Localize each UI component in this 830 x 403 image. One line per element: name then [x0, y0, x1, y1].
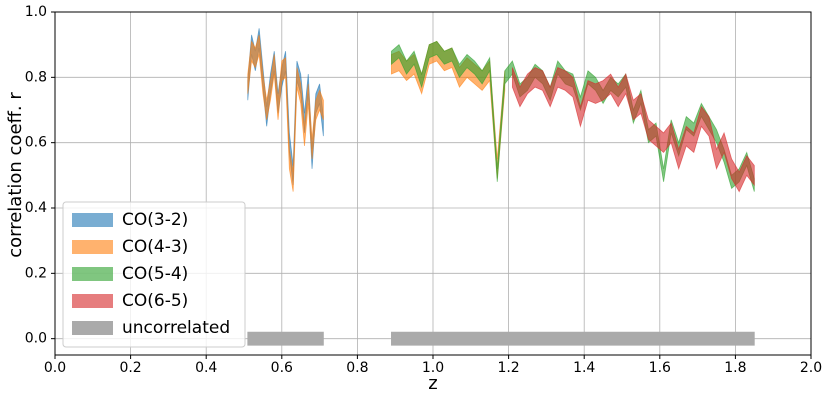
x-tick-label: 0.8: [346, 360, 368, 376]
y-tick-label: 1.0: [25, 4, 47, 20]
x-tick-label: 1.0: [422, 360, 444, 376]
legend-label: CO(6-5): [122, 291, 188, 311]
legend: CO(3-2) CO(4-3) CO(5-4) CO(6-5) uncorrelated: [62, 201, 246, 348]
band: [511, 67, 755, 193]
band: [391, 331, 755, 346]
legend-label: CO(3-2): [122, 210, 188, 230]
band: [391, 40, 755, 192]
legend-box: [62, 201, 246, 348]
x-tick-label: 2.0: [800, 360, 822, 376]
band: [247, 331, 324, 346]
legend-swatch: [72, 240, 113, 254]
legend-swatch: [72, 294, 113, 308]
y-tick-label: 0.4: [25, 200, 47, 216]
x-tick-label: 1.2: [497, 360, 519, 376]
y-tick-label: 0.8: [25, 69, 47, 85]
x-tick-label: 0.6: [271, 360, 293, 376]
legend-label: CO(5-4): [122, 264, 188, 284]
y-tick-label: 0.2: [25, 265, 47, 281]
x-tick-label: 1.4: [573, 360, 595, 376]
y-tick-label: 0.0: [25, 331, 47, 347]
legend-swatch: [72, 267, 113, 281]
legend-swatch: [72, 213, 113, 227]
x-tick-label: 0.4: [195, 360, 217, 376]
legend-label: CO(4-3): [122, 237, 188, 257]
x-tick-label: 1.6: [649, 360, 671, 376]
legend-label: uncorrelated: [122, 318, 230, 338]
x-tick-label: 0.2: [119, 360, 141, 376]
y-tick-label: 0.6: [25, 135, 47, 151]
band: [247, 34, 324, 192]
x-tick-label: 0.0: [44, 360, 66, 376]
x-tick-label: 1.8: [724, 360, 746, 376]
x-axis-label: z: [428, 373, 437, 394]
legend-swatch: [72, 321, 113, 335]
plot-frame: [54, 11, 812, 356]
y-axis-label: correlation coeff. r: [5, 92, 26, 258]
